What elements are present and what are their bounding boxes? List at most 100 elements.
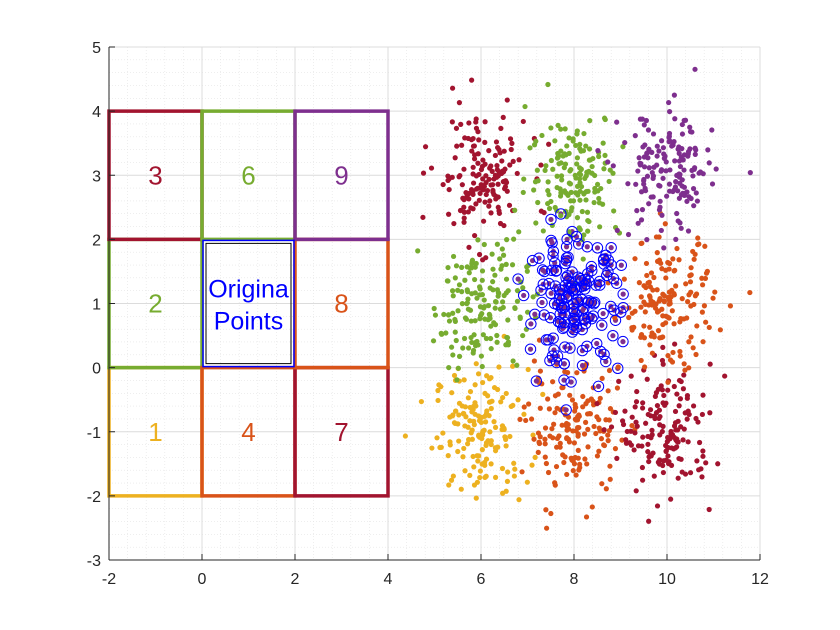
point-cluster-2: [455, 287, 461, 293]
point-cluster-7: [622, 408, 628, 414]
point-cluster-4: [614, 385, 621, 391]
original-point-ring: [580, 278, 592, 290]
point-cluster-8: [670, 349, 676, 356]
point-cluster-8: [669, 359, 676, 365]
point-cluster-3: [466, 120, 472, 126]
original-point-ring: [568, 323, 580, 336]
original-point-ring: [560, 404, 572, 416]
point-cluster-1: [505, 469, 511, 475]
point-cluster-4: [560, 452, 566, 458]
point-cluster-2: [514, 298, 521, 304]
original-point-ring: [598, 258, 610, 270]
y-tick-label: -3: [87, 553, 101, 570]
point-cluster-9: [633, 181, 639, 187]
point-cluster-7: [668, 431, 674, 437]
point-cluster-8: [663, 320, 669, 326]
original-point-ring: [547, 332, 559, 344]
point-cluster-3: [497, 150, 503, 156]
x-tick-label: -2: [102, 571, 116, 588]
point-cluster-3: [471, 156, 478, 162]
point-cluster-2: [472, 264, 478, 270]
point-cluster-9: [680, 190, 686, 196]
point-cluster-1: [530, 432, 536, 438]
point-cluster-7: [663, 442, 669, 449]
point-cluster-7: [616, 378, 622, 384]
original-point-ring: [555, 208, 567, 220]
original-point-ring: [545, 234, 557, 247]
point-cluster-8: [677, 348, 683, 355]
point-cluster-3: [453, 125, 460, 131]
point-cluster-7: [628, 373, 634, 379]
point-cluster-3: [489, 168, 495, 174]
point-cluster-original: [610, 333, 616, 339]
point-cluster-6: [573, 175, 579, 181]
point-cluster-original: [568, 379, 574, 385]
original-point-ring: [570, 308, 582, 320]
point-cluster-3: [508, 146, 514, 153]
point-cluster-8: [686, 339, 692, 345]
point-cluster-1: [450, 473, 456, 479]
point-cluster-2: [490, 287, 496, 293]
point-cluster-6: [546, 205, 553, 212]
point-cluster-2: [455, 365, 461, 371]
point-cluster-2: [464, 300, 470, 306]
point-cluster-1: [494, 386, 501, 393]
point-cluster-9: [642, 188, 649, 194]
point-cluster-8: [631, 324, 637, 330]
point-cluster-3: [510, 158, 516, 164]
point-cluster-4: [601, 442, 608, 449]
point-cluster-original: [564, 236, 570, 242]
point-cluster-9: [632, 133, 638, 139]
cell-label-8: 8: [334, 289, 348, 319]
point-cluster-2: [456, 282, 463, 288]
y-tick-label: 3: [92, 168, 101, 185]
point-cluster-4: [575, 413, 581, 420]
point-cluster-3: [454, 143, 460, 149]
point-cluster-9: [625, 181, 631, 187]
point-cluster-7: [639, 464, 646, 471]
point-cluster-9: [676, 158, 683, 164]
y-tick-label: 5: [92, 40, 101, 57]
point-cluster-original: [608, 245, 614, 251]
point-cluster-3: [541, 209, 547, 216]
point-cluster-6: [545, 179, 551, 185]
point-cluster-7: [672, 445, 679, 451]
original-point-ring: [583, 275, 595, 287]
point-cluster-6: [522, 103, 528, 110]
point-cluster-6: [578, 166, 584, 173]
original-point-ring: [562, 289, 575, 301]
point-cluster-7: [681, 426, 687, 432]
point-cluster-1: [462, 468, 468, 474]
point-cluster-2: [490, 279, 496, 285]
point-cluster-8: [706, 324, 712, 331]
point-cluster-9: [666, 133, 672, 139]
point-cluster-7: [676, 455, 682, 462]
point-cluster-1: [453, 408, 459, 414]
point-cluster-1: [473, 361, 479, 367]
point-cluster-3: [449, 85, 456, 91]
point-cluster-9: [690, 186, 697, 192]
point-cluster-7: [640, 400, 646, 406]
point-cluster-9: [649, 149, 655, 155]
point-cluster-9: [693, 190, 699, 196]
point-cluster-4: [546, 406, 552, 412]
original-point-ring: [558, 301, 570, 314]
point-cluster-8: [712, 289, 718, 295]
point-cluster-9: [681, 117, 687, 124]
point-cluster-2: [443, 330, 449, 336]
point-cluster-9: [705, 147, 711, 153]
point-cluster-7: [653, 390, 660, 396]
point-cluster-7: [649, 427, 655, 433]
point-cluster-4: [580, 404, 586, 410]
original-point-ring: [586, 264, 598, 277]
point-cluster-8: [638, 240, 644, 247]
point-cluster-2: [465, 289, 471, 295]
point-cluster-6: [583, 173, 589, 179]
original-point-ring: [551, 350, 564, 362]
point-cluster-2: [492, 305, 498, 311]
point-cluster-6: [576, 225, 582, 231]
point-cluster-9: [679, 121, 685, 128]
cell-label-6: 6: [241, 160, 255, 190]
point-cluster-8: [671, 321, 677, 327]
point-cluster-2: [488, 346, 494, 352]
